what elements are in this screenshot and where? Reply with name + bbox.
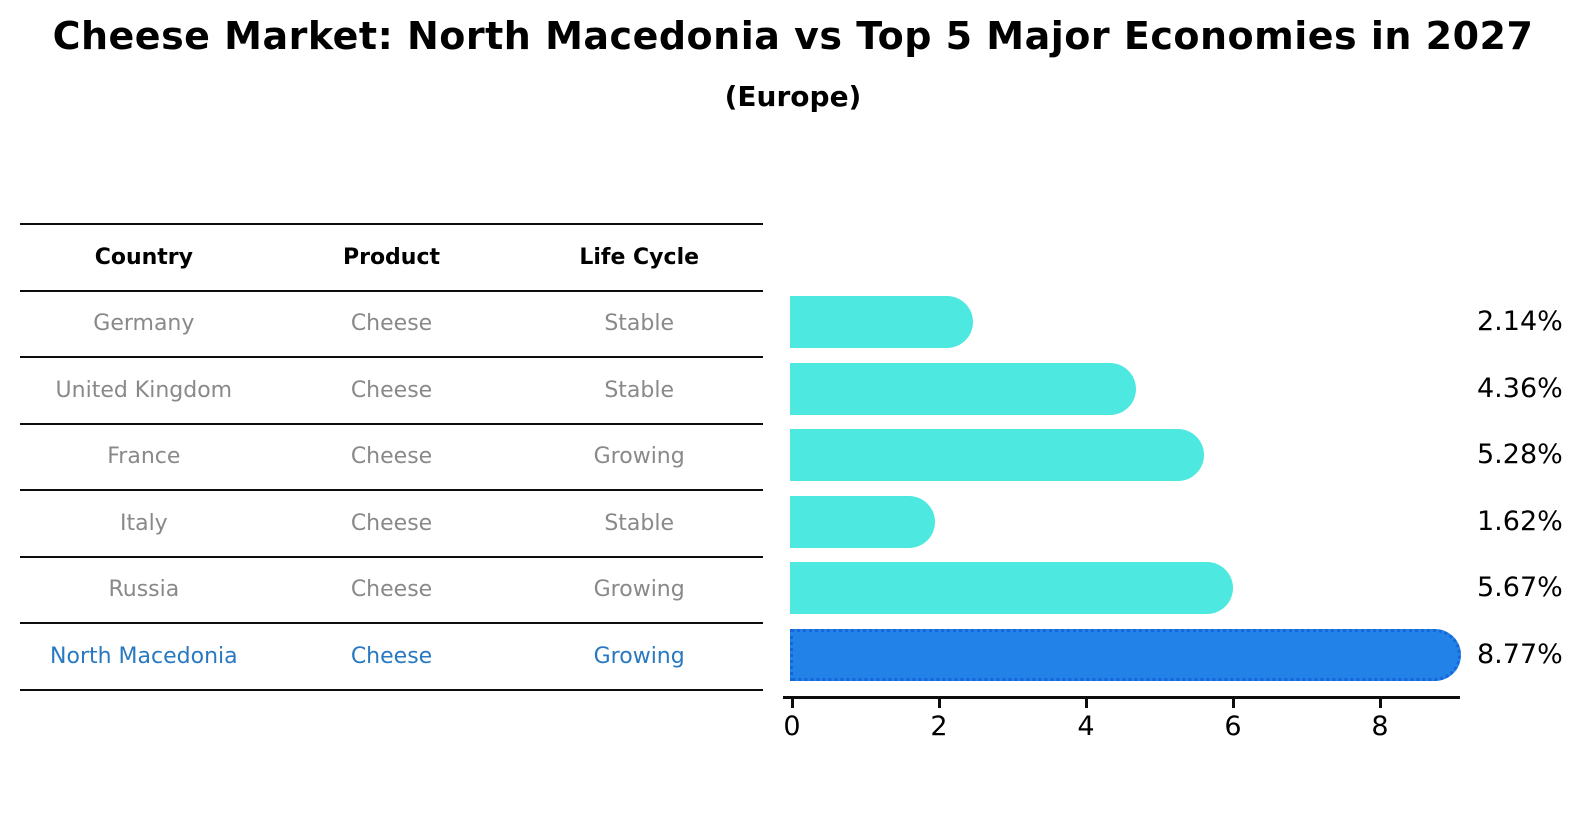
cell-life-cycle: Stable: [604, 510, 675, 536]
table-row-germany: Germany Cheese Stable: [20, 292, 763, 358]
x-tick-label-8: 8: [1371, 711, 1389, 742]
cell-product: Cheese: [350, 510, 433, 536]
value-label-north-macedonia: 8.77%: [1477, 639, 1563, 670]
bar-russia: [790, 562, 1233, 614]
cell-product: Cheese: [350, 377, 433, 403]
bar-italy: [790, 496, 936, 548]
table-row-russia: Russia Cheese Growing: [20, 558, 763, 624]
cell-product: Cheese: [350, 643, 433, 669]
bar-germany: [790, 296, 974, 348]
x-tick-label-4: 4: [1077, 711, 1095, 742]
cell-country: North Macedonia: [50, 643, 238, 669]
value-label-germany: 2.14%: [1477, 306, 1563, 337]
value-label-russia: 5.67%: [1477, 572, 1563, 603]
column-header-life-cycle: Life Cycle: [579, 244, 700, 270]
x-axis-tick: [791, 699, 794, 708]
country-table: Country Product Life Cycle Germany Chees…: [20, 223, 763, 691]
x-axis-tick: [1232, 699, 1235, 708]
column-header-product: Product: [342, 244, 441, 270]
x-axis-tick: [938, 699, 941, 708]
table-header-row: Country Product Life Cycle: [20, 225, 763, 292]
cell-life-cycle: Growing: [593, 643, 685, 669]
table-row-italy: Italy Cheese Stable: [20, 491, 763, 558]
table-row-france: France Cheese Growing: [20, 425, 763, 491]
x-tick-label-6: 6: [1224, 711, 1242, 742]
bar-united-kingdom: [790, 363, 1137, 415]
x-tick-label-0: 0: [783, 711, 801, 742]
chart-title: Cheese Market: North Macedonia vs Top 5 …: [52, 14, 1534, 58]
cell-life-cycle: Stable: [604, 377, 675, 403]
cell-product: Cheese: [350, 311, 433, 337]
cell-product: Cheese: [350, 444, 433, 470]
x-axis-tick: [1085, 699, 1088, 708]
cell-life-cycle: Growing: [593, 444, 685, 470]
cell-life-cycle: Stable: [604, 311, 675, 337]
cell-country: Germany: [93, 311, 195, 337]
x-tick-label-2: 2: [930, 711, 948, 742]
cell-life-cycle: Growing: [593, 577, 685, 603]
bar-north-macedonia: [790, 629, 1461, 681]
cell-product: Cheese: [350, 577, 433, 603]
value-label-france: 5.28%: [1477, 439, 1563, 470]
cell-country: Italy: [119, 510, 168, 536]
cell-country: France: [107, 444, 181, 470]
value-label-united-kingdom: 4.36%: [1477, 373, 1563, 404]
table-row-north-macedonia: North Macedonia Cheese Growing: [20, 624, 763, 691]
bar-france: [790, 429, 1205, 481]
x-axis-tick: [1379, 699, 1382, 708]
cell-country: Russia: [108, 577, 180, 603]
table-row-united-kingdom: United Kingdom Cheese Stable: [20, 358, 763, 425]
cell-country: United Kingdom: [55, 377, 233, 403]
x-axis-line: [783, 696, 1460, 699]
chart-subtitle: (Europe): [724, 80, 862, 113]
value-label-italy: 1.62%: [1477, 506, 1563, 537]
column-header-country: Country: [94, 244, 193, 270]
